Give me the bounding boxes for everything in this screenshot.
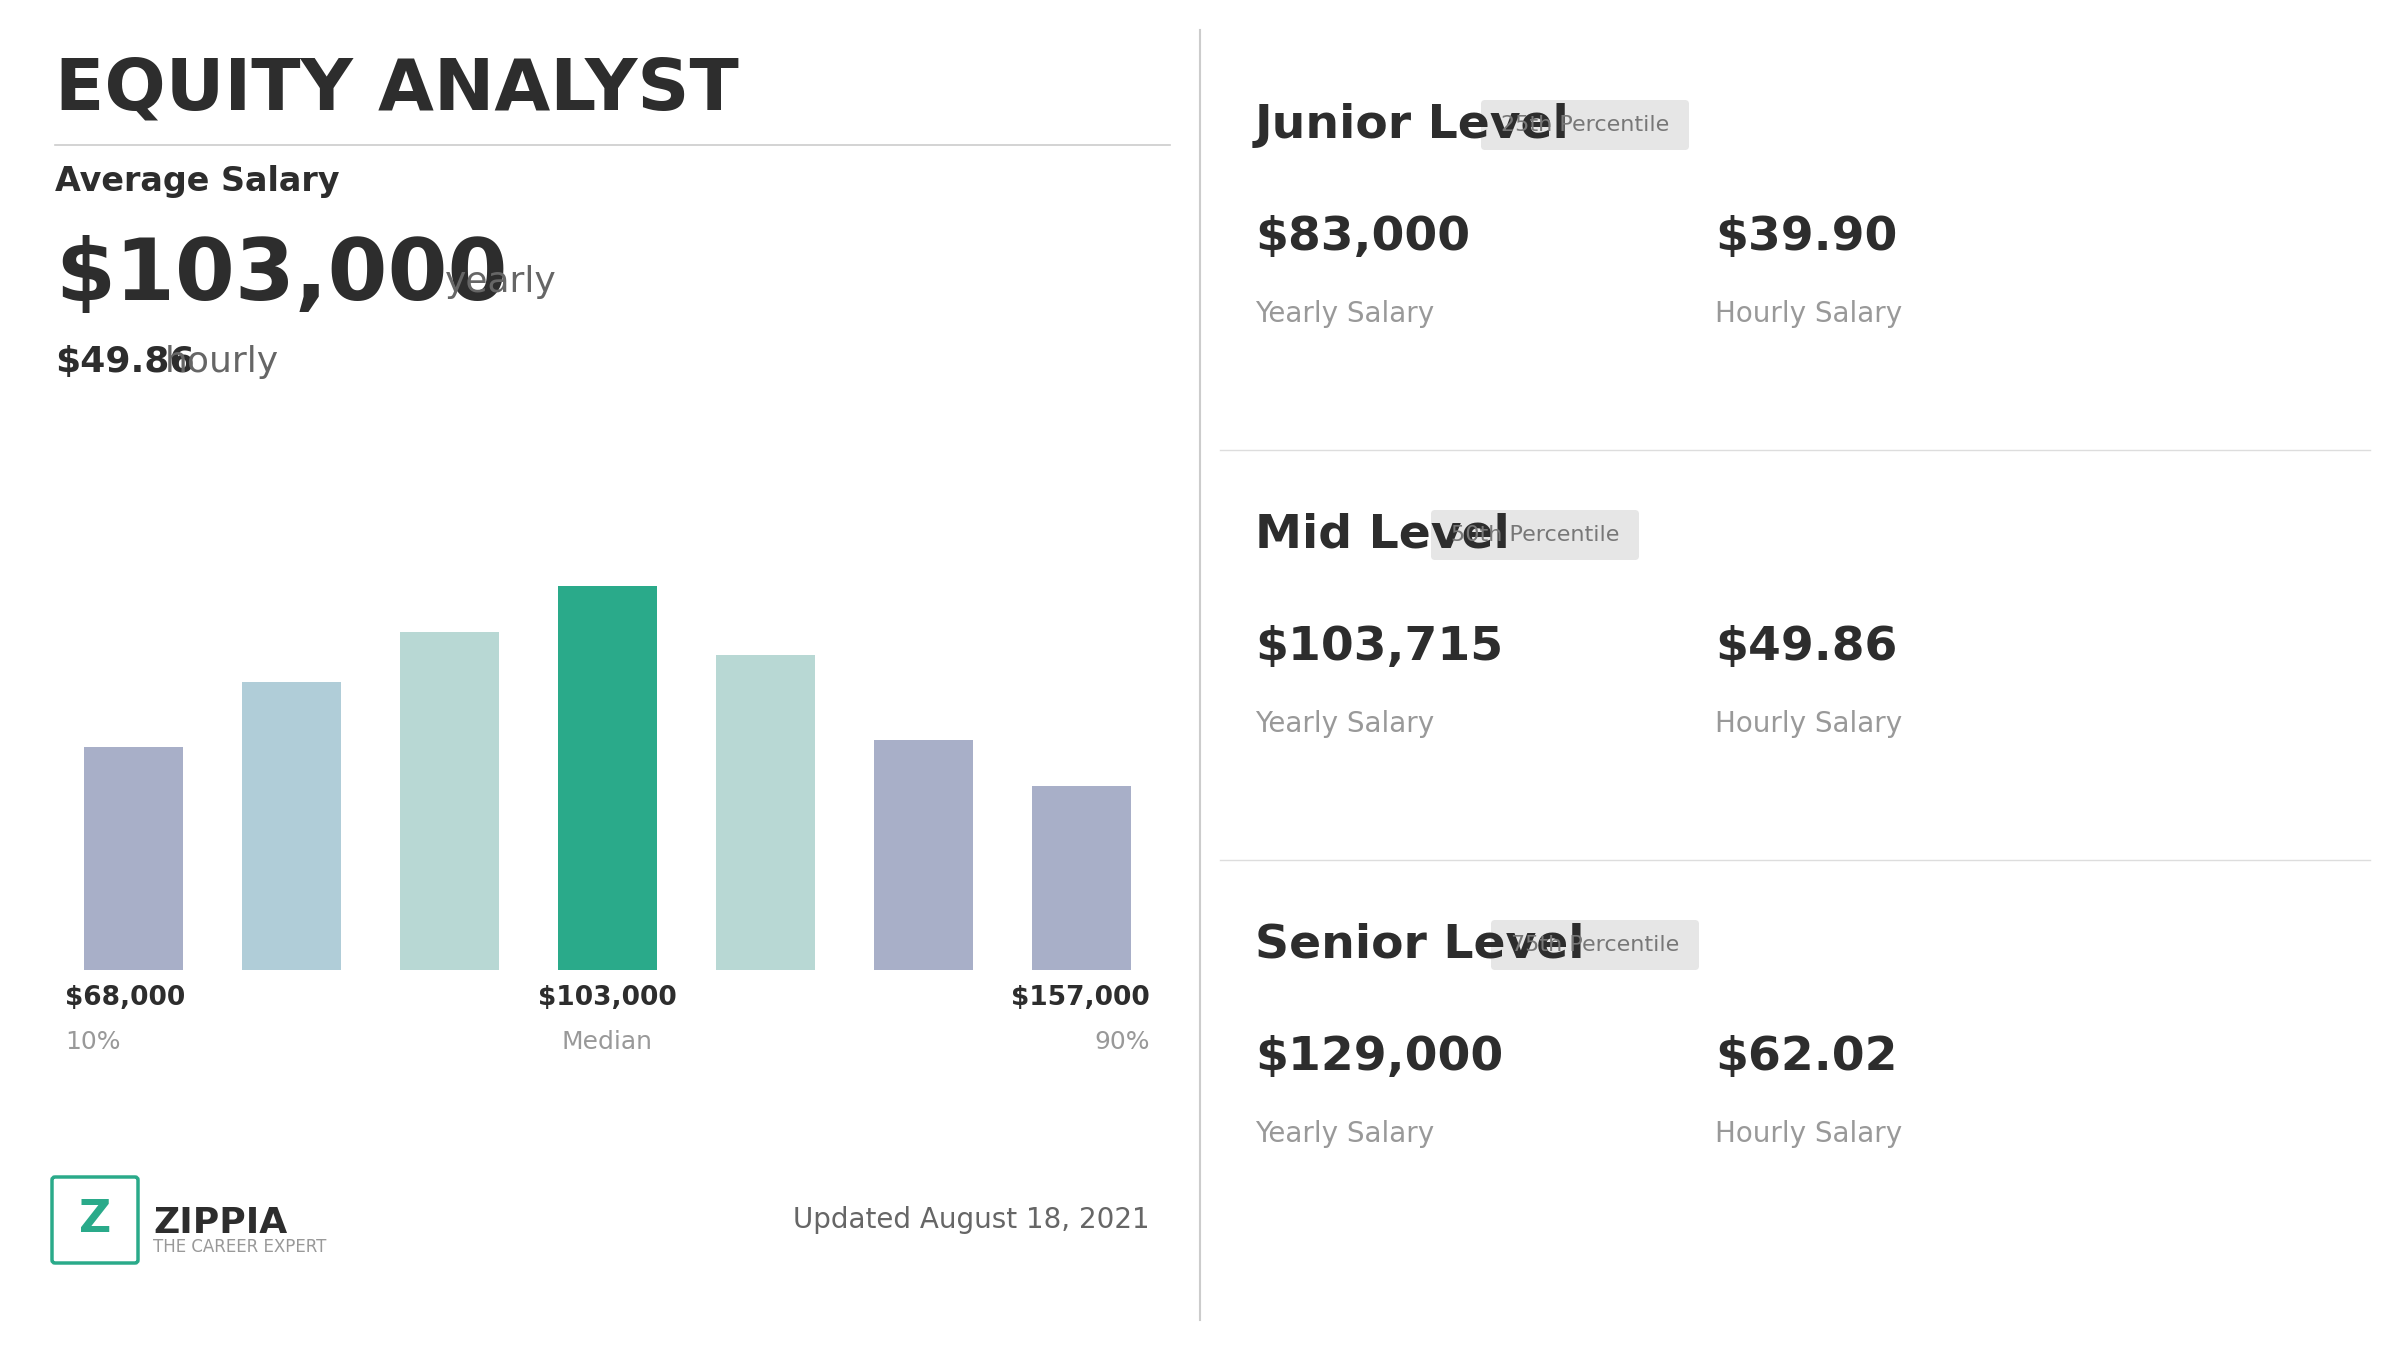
Bar <box>1032 786 1130 971</box>
FancyBboxPatch shape <box>53 1177 139 1264</box>
Bar <box>242 682 341 971</box>
Text: $83,000: $83,000 <box>1255 215 1471 261</box>
Text: EQUITY ANALYST: EQUITY ANALYST <box>55 55 739 124</box>
Text: $68,000: $68,000 <box>65 986 185 1011</box>
Text: hourly: hourly <box>166 346 278 379</box>
Text: Average Salary: Average Salary <box>55 165 338 198</box>
Text: $103,000: $103,000 <box>538 986 677 1011</box>
Text: yearly: yearly <box>444 265 557 298</box>
Text: 25th Percentile: 25th Percentile <box>1500 115 1668 135</box>
Text: $103,715: $103,715 <box>1255 625 1502 670</box>
FancyBboxPatch shape <box>1481 100 1690 150</box>
Text: $49.86: $49.86 <box>1716 625 1898 670</box>
Text: Yearly Salary: Yearly Salary <box>1255 710 1435 738</box>
Bar <box>559 586 658 971</box>
Text: Updated August 18, 2021: Updated August 18, 2021 <box>794 1206 1150 1234</box>
Text: ZIPPIA: ZIPPIA <box>154 1206 288 1239</box>
Text: $129,000: $129,000 <box>1255 1035 1502 1080</box>
Text: Junior Level: Junior Level <box>1255 103 1570 147</box>
Text: $39.90: $39.90 <box>1716 215 1898 261</box>
Text: 75th Percentile: 75th Percentile <box>1512 936 1680 954</box>
FancyBboxPatch shape <box>1490 919 1699 971</box>
Text: Hourly Salary: Hourly Salary <box>1716 710 1903 738</box>
Text: 90%: 90% <box>1094 1030 1150 1054</box>
FancyBboxPatch shape <box>1430 510 1639 560</box>
Text: Mid Level: Mid Level <box>1255 513 1510 558</box>
Text: $49.86: $49.86 <box>55 346 194 379</box>
Text: Hourly Salary: Hourly Salary <box>1716 1120 1903 1148</box>
Text: Z: Z <box>79 1199 110 1242</box>
Bar <box>84 748 182 971</box>
Text: 10%: 10% <box>65 1030 120 1054</box>
Text: 50th Percentile: 50th Percentile <box>1452 525 1620 545</box>
Text: $62.02: $62.02 <box>1716 1035 1898 1080</box>
Text: Senior Level: Senior Level <box>1255 922 1584 968</box>
Bar <box>401 632 499 971</box>
Text: $103,000: $103,000 <box>55 235 506 319</box>
Text: Yearly Salary: Yearly Salary <box>1255 1120 1435 1148</box>
Text: Hourly Salary: Hourly Salary <box>1716 300 1903 328</box>
Bar <box>874 740 972 971</box>
Text: Median: Median <box>562 1030 653 1054</box>
Text: THE CAREER EXPERT: THE CAREER EXPERT <box>154 1238 326 1256</box>
Text: Yearly Salary: Yearly Salary <box>1255 300 1435 328</box>
Text: $157,000: $157,000 <box>1010 986 1150 1011</box>
Bar <box>715 655 816 971</box>
